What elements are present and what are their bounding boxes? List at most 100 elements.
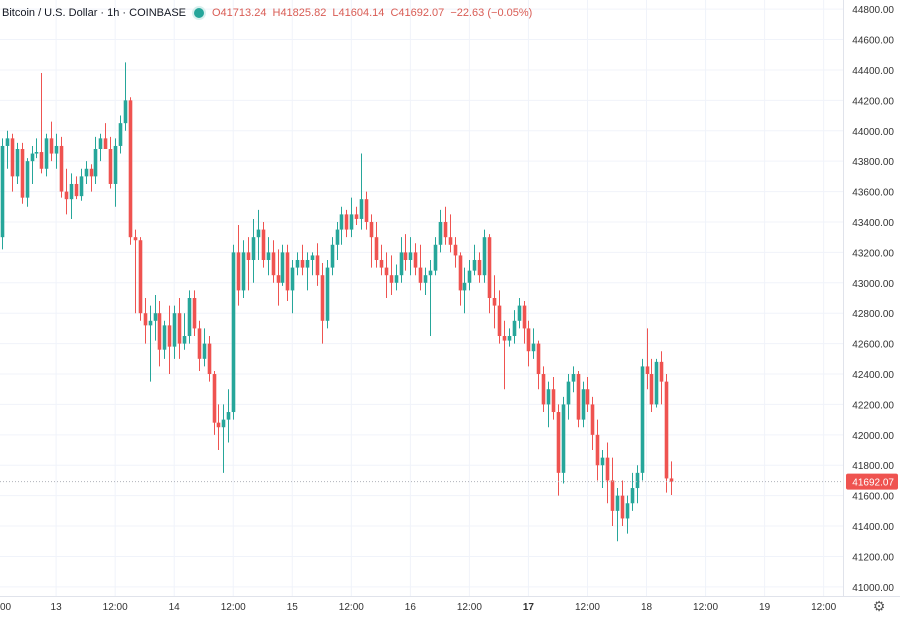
y-tick-label: 42200.00 [852,400,894,411]
candle-up [467,270,472,283]
candle-up [280,252,285,283]
candle-down [374,237,379,260]
y-tick-label: 42800.00 [852,309,894,320]
candle-up [433,244,438,271]
market-status-icon[interactable] [194,8,204,18]
candle-down [143,313,148,326]
candle-up [256,229,261,238]
y-tick-label: 44600.00 [852,36,894,47]
candle-down [157,313,162,350]
candle-up [423,275,428,283]
y-tick-label: 44000.00 [852,127,894,138]
x-tick-label: 16 [405,602,417,613]
candle-down [261,229,266,260]
low-value: L41604.14 [332,7,385,19]
candle-up [472,259,477,271]
candle-up [408,252,413,260]
candle-down [59,145,64,192]
candle-down [20,149,25,198]
x-tick-label: 12:00 [221,602,246,613]
candle-up [615,495,620,511]
candle-up [507,336,512,341]
candle-up [79,176,84,197]
last-price-label: 41692.07 [852,478,894,489]
candle-up [349,214,354,230]
candle-up [517,305,522,321]
candle-down [645,366,650,375]
change-value: −22.63 (−0.05%) [450,7,533,19]
candle-down [364,199,369,222]
candle-down [192,298,197,329]
candle-up [394,275,399,283]
candle-down [610,480,615,511]
candles [0,62,674,542]
candle-up [581,389,586,420]
candle-down [443,221,448,238]
ohlc-values: O41713.24 H41825.82 L41604.14 C41692.07 … [212,7,535,19]
candle-down [576,374,581,420]
candle-down [664,381,669,479]
candle-up [231,252,236,413]
y-tick-label: 41200.00 [852,552,894,563]
candle-down [448,237,453,245]
candle-up [359,199,364,219]
candle-up [148,320,153,326]
candle-down [590,404,595,435]
candle-up [566,381,571,405]
candle-down [128,100,133,238]
candle-down [497,305,502,337]
candle-down [418,267,423,283]
candle-up [251,237,256,260]
candle-up [241,252,246,291]
candle-up [187,298,192,337]
x-tick-label: 18 [641,602,653,613]
chart-legend: Bitcoin / U.S. Dollar · 1h · COINBASE O4… [2,5,535,21]
candle-up [512,320,517,337]
y-tick-label: 41600.00 [852,492,894,503]
y-tick-label: 44800.00 [852,5,894,16]
candle-up [625,503,630,519]
candle-up [172,313,177,347]
candle-down [64,191,69,200]
candle-up [295,259,300,268]
candle-down [541,374,546,405]
candle-up [226,412,231,420]
gear-icon[interactable]: ⚙ [872,598,886,614]
candle-down [551,389,556,413]
candle-up [399,252,404,276]
candle-up [44,138,49,169]
candle-up [482,237,487,276]
y-tick-label: 42400.00 [852,370,894,381]
candle-up [54,145,59,154]
candle-down [207,343,212,375]
x-tick-label: 12:00 [103,602,128,613]
candle-down [320,275,325,321]
y-tick-label: 43400.00 [852,218,894,229]
y-tick-label: 44200.00 [852,96,894,107]
y-tick-label: 43600.00 [852,188,894,199]
candle-down [413,252,418,268]
candle-up [266,252,271,260]
candle-down [659,361,664,382]
candle-down [669,478,674,482]
candle-down [167,325,172,347]
candle-up [600,457,605,466]
x-tick-label: 00 [0,602,12,613]
candle-up [15,149,20,177]
candle-down [315,255,320,276]
x-tick-label: 12:00 [457,602,482,613]
candle-down [487,237,492,298]
candle-up [93,149,98,177]
candle-down [595,434,600,466]
candle-down [620,495,625,519]
candle-up [290,267,295,291]
candle-down [271,252,276,276]
candle-down [649,374,654,405]
y-tick-label: 41800.00 [852,461,894,472]
candle-down [197,328,202,359]
candle-down [526,328,531,352]
candle-up [182,336,187,344]
candle-up [221,419,226,428]
